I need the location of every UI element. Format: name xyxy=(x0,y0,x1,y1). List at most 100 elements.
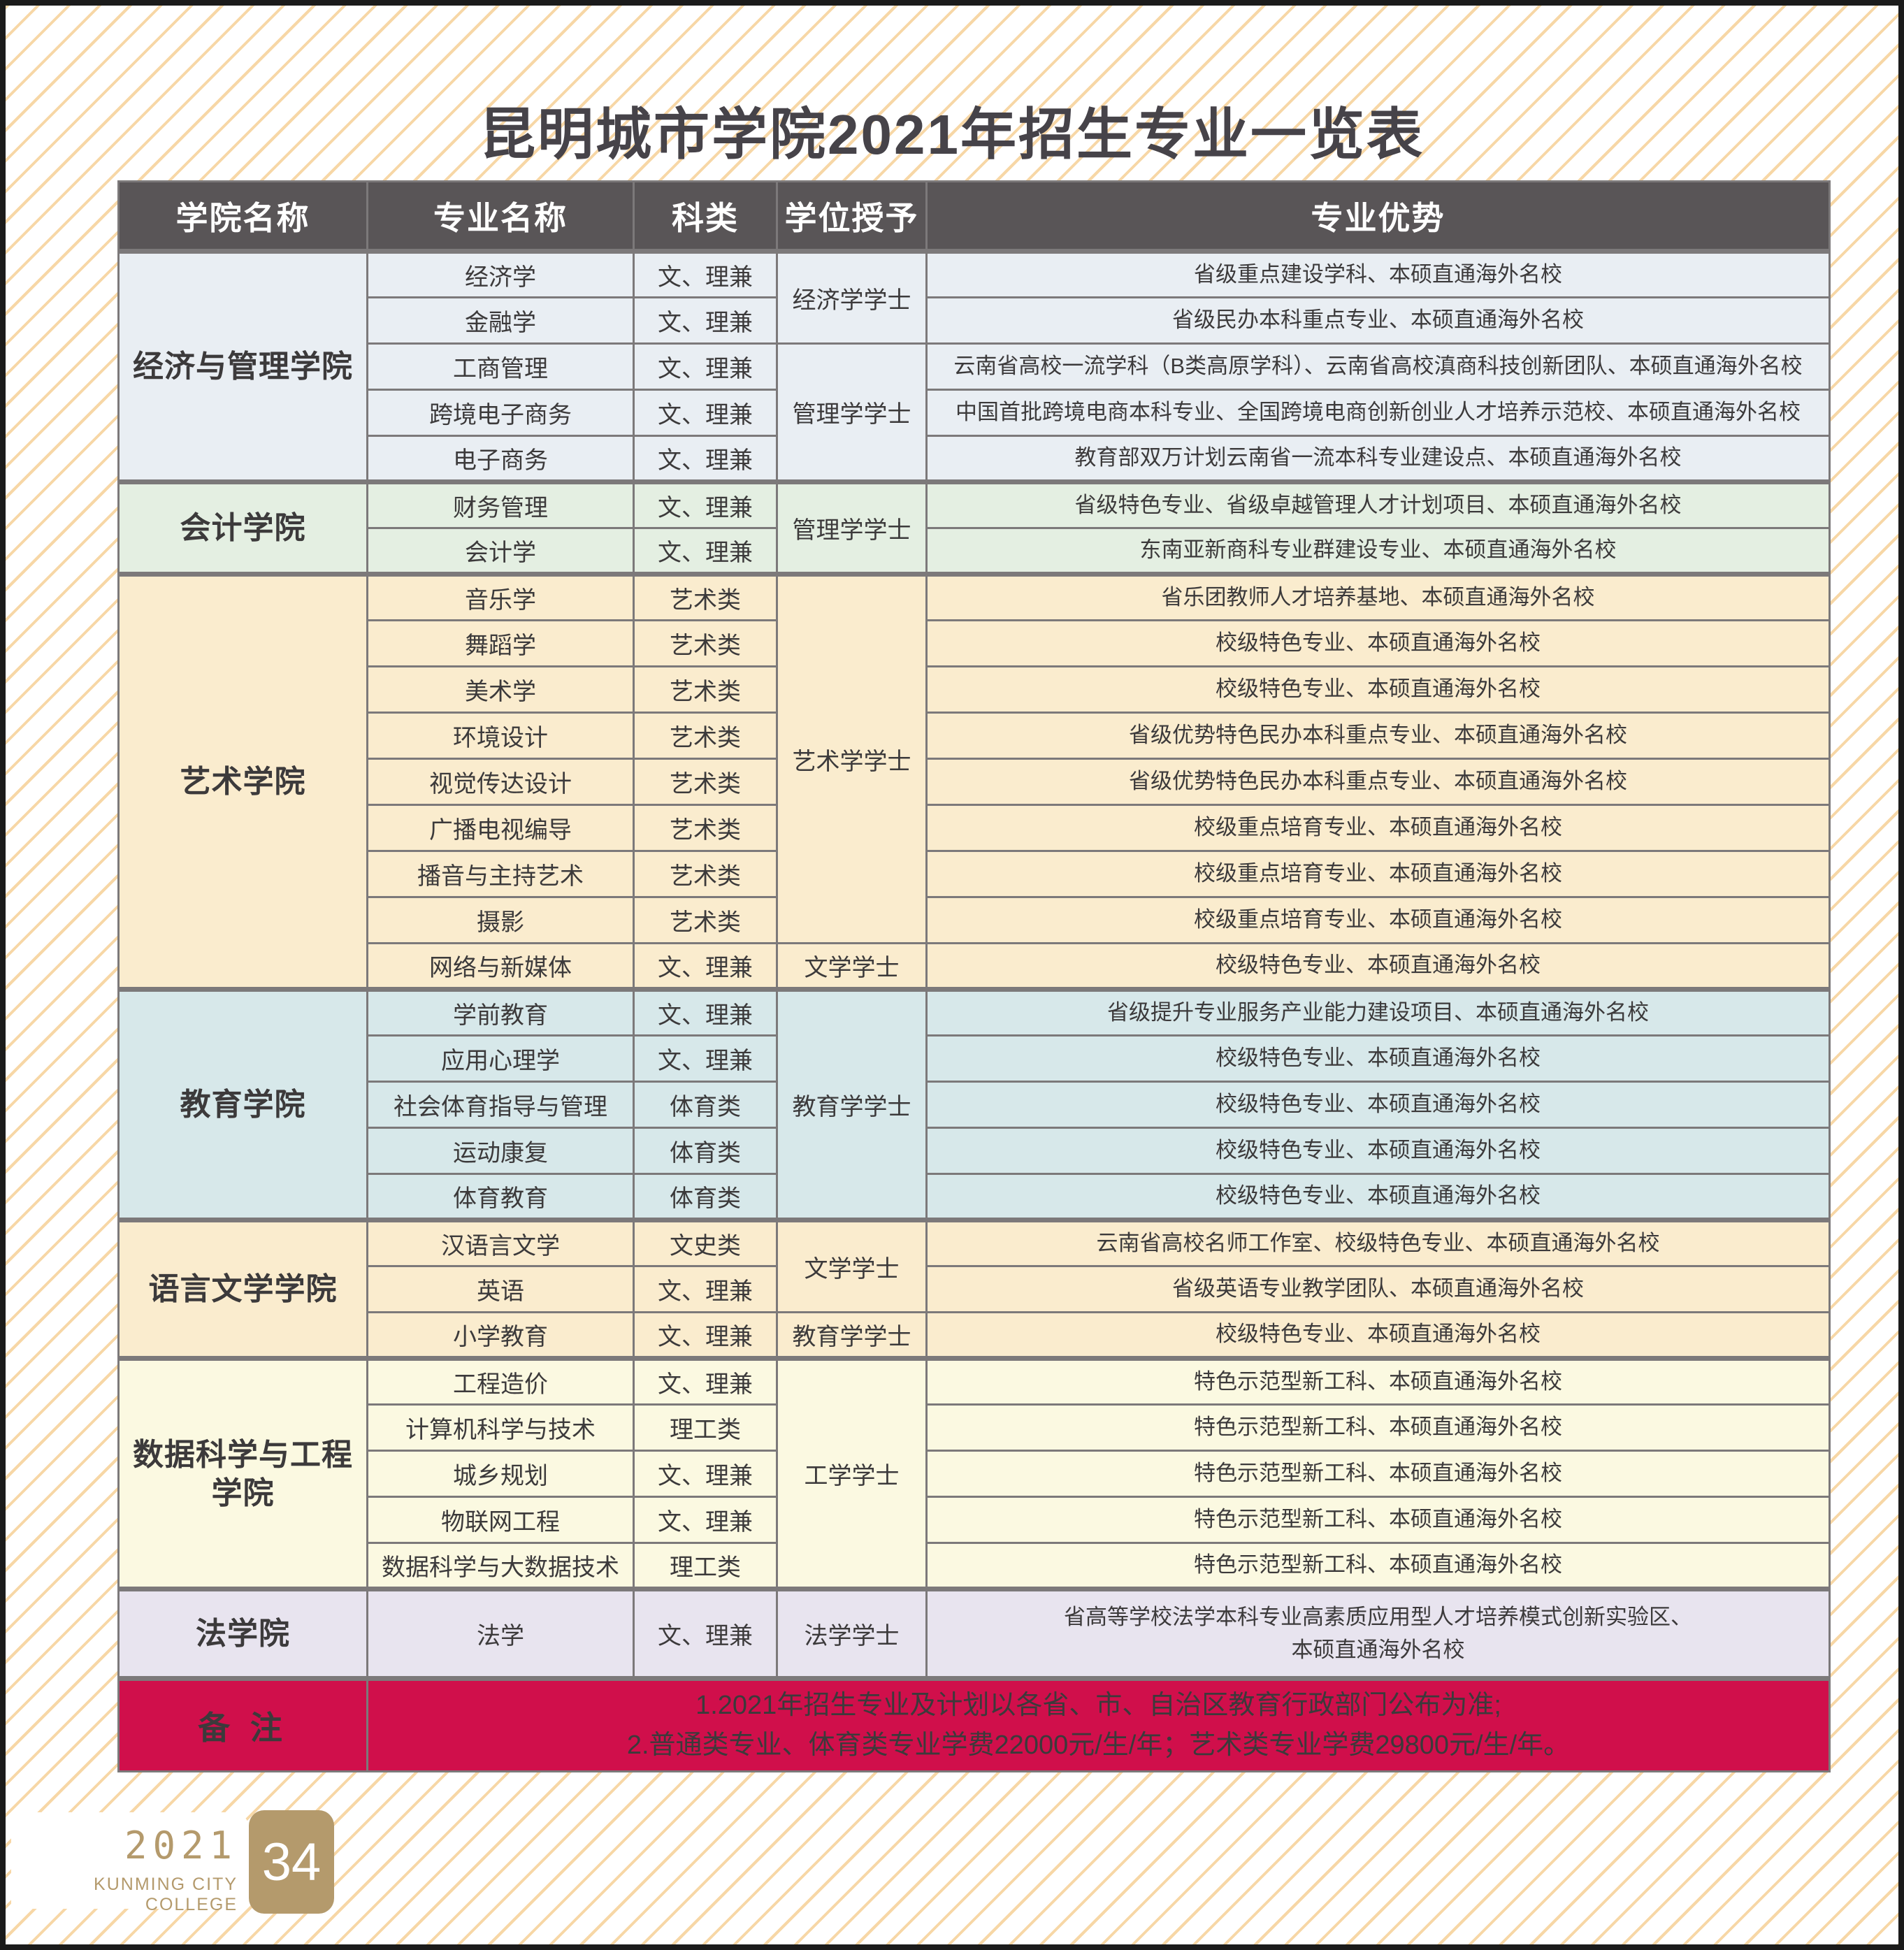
notes-line-2: 2.普通类专业、体育类专业学费22000元/生/年；艺术类专业学费29800元/… xyxy=(626,1731,1571,1760)
category-cell: 文、理兼 xyxy=(633,1311,778,1359)
category-cell: 文、理兼 xyxy=(633,527,778,575)
college-cell: 法学院 xyxy=(117,1587,368,1680)
advantage-cell: 校级特色专业、本硕直通海外名校 xyxy=(925,1311,1831,1359)
table-row: 会计学院 财务管理 文、理兼 管理学学士 省级特色专业、省级卓越管理人才计划项目、本硕直… xyxy=(117,479,1831,575)
advantage-cell: 云南省高校名师工作室、校级特色专业、本硕直通海外名校 xyxy=(925,1218,1831,1267)
major-cell: 会计学 xyxy=(366,527,635,575)
category-cell: 文、理兼 xyxy=(633,342,778,391)
degree-cell: 管理学学士 xyxy=(776,342,928,483)
advantage-cell: 特色示范型新工科、本硕直通海外名校 xyxy=(925,1496,1831,1544)
degree-cell: 文学学士 xyxy=(776,942,928,990)
table-row: 小学教育 文、理兼 教育学学士 校级特色专业、本硕直通海外名校 xyxy=(119,1311,1831,1359)
table-row: 物联网工程 文、理兼 特色示范型新工科、本硕直通海外名校 xyxy=(119,1496,1831,1544)
table-row: 语言文学学院 汉语言文学 文史类 文学学士 云南省高校名师工作室、校级特色专业、本硕直通… xyxy=(117,1218,1831,1359)
advantage-cell: 省乐团教师人才培养基地、本硕直通海外名校 xyxy=(925,572,1831,621)
category-cell: 文、理兼 xyxy=(633,1450,778,1498)
major-cell: 音乐学 xyxy=(366,572,635,621)
major-cell: 英语 xyxy=(366,1265,635,1313)
advantage-cell: 校级特色专业、本硕直通海外名校 xyxy=(925,619,1831,667)
category-cell: 文、理兼 xyxy=(633,1034,778,1083)
header-advantage: 专业优势 xyxy=(925,180,1831,252)
major-cell: 舞蹈学 xyxy=(366,619,635,667)
notes-label: 备 注 xyxy=(117,1676,368,1772)
degree-cell: 管理学学士 xyxy=(776,479,928,575)
category-cell: 文、理兼 xyxy=(633,1265,778,1313)
degree-cell: 法学学士 xyxy=(776,1587,928,1680)
category-cell: 艺术类 xyxy=(633,896,778,944)
table-row: 数据科学与工程 学院 工程造价文、理兼 工学学士 特色示范型新工科、本硕直通海外名校 xyxy=(117,1356,1831,1590)
advantage-cell: 省级优势特色民办本科重点专业、本硕直通海外名校 xyxy=(925,758,1831,806)
advantage-cell: 省级特色专业、省级卓越管理人才计划项目、本硕直通海外名校 xyxy=(925,479,1831,529)
category-cell: 艺术类 xyxy=(633,804,778,852)
major-cell: 城乡规划 xyxy=(366,1450,635,1498)
category-cell: 体育类 xyxy=(633,1127,778,1175)
advantage-cell: 省高等学校法学本科专业高素质应用型人才培养模式创新实验区、 本硕直通海外名校 xyxy=(925,1587,1831,1680)
degree-cell: 工学学士 xyxy=(776,1356,928,1590)
advantage-cell: 省级优势特色民办本科重点专业、本硕直通海外名校 xyxy=(925,712,1831,760)
advantage-cell: 特色示范型新工科、本硕直通海外名校 xyxy=(925,1403,1831,1452)
major-cell: 视觉传达设计 xyxy=(366,758,635,806)
advantage-cell: 中国首批跨境电商本科专业、全国跨境电商创新创业人才培养示范校、本硕直通海外名校 xyxy=(925,389,1831,437)
major-cell: 物联网工程 xyxy=(366,1496,635,1544)
table-row: 社会体育指导与管理 体育类 校级特色专业、本硕直通海外名校 xyxy=(119,1081,1831,1129)
advantage-cell: 特色示范型新工科、本硕直通海外名校 xyxy=(925,1356,1831,1406)
major-cell: 数据科学与大数据技术 xyxy=(366,1542,635,1590)
advantage-cell: 校级重点培育专业、本硕直通海外名校 xyxy=(925,850,1831,898)
major-cell: 工程造价 xyxy=(366,1356,635,1406)
advantage-cell: 省级民办本科重点专业、本硕直通海外名校 xyxy=(925,296,1831,345)
advantage-cell: 校级特色专业、本硕直通海外名校 xyxy=(925,1127,1831,1175)
category-cell: 文、理兼 xyxy=(633,942,778,990)
major-cell: 跨境电子商务 xyxy=(366,389,635,437)
table-row: 视觉传达设计 艺术类 省级优势特色民办本科重点专业、本硕直通海外名校 xyxy=(119,758,1831,806)
advantage-cell: 教育部双万计划云南省一流本科专业建设点、本硕直通海外名校 xyxy=(925,435,1831,483)
notes-row: 备 注 1.2021年招生专业及计划以各省、市、自治区教育行政部门公布为准; 2.普… xyxy=(117,1676,1831,1772)
table-row: 电子商务 文、理兼 教育部双万计划云南省一流本科专业建设点、本硕直通海外名校 xyxy=(119,435,1831,483)
advantage-cell: 校级重点培育专业、本硕直通海外名校 xyxy=(925,804,1831,852)
footer-page-badge: 34 xyxy=(249,1810,334,1914)
advantage-cell: 校级重点培育专业、本硕直通海外名校 xyxy=(925,896,1831,944)
category-cell: 理工类 xyxy=(633,1403,778,1452)
college-cell: 语言文学学院 xyxy=(117,1218,368,1359)
header-major: 专业名称 xyxy=(366,180,635,252)
major-cell: 学前教育 xyxy=(366,987,635,1037)
category-cell: 艺术类 xyxy=(633,619,778,667)
advantage-cell: 省级重点建设学科、本硕直通海外名校 xyxy=(925,249,1831,298)
major-cell: 工商管理 xyxy=(366,342,635,391)
table-row: 环境设计 艺术类 省级优势特色民办本科重点专业、本硕直通海外名校 xyxy=(119,712,1831,760)
major-cell: 计算机科学与技术 xyxy=(366,1403,635,1452)
table-row: 广播电视编导 艺术类 校级重点培育专业、本硕直通海外名校 xyxy=(119,804,1831,852)
category-cell: 文、理兼 xyxy=(633,479,778,529)
table-row: 美术学 艺术类 校级特色专业、本硕直通海外名校 xyxy=(119,665,1831,714)
table-row: 运动康复 体育类 校级特色专业、本硕直通海外名校 xyxy=(119,1127,1831,1175)
major-cell: 广播电视编导 xyxy=(366,804,635,852)
category-cell: 艺术类 xyxy=(633,758,778,806)
major-cell: 摄影 xyxy=(366,896,635,944)
category-cell: 文、理兼 xyxy=(633,249,778,298)
table-row: 摄影 艺术类 校级重点培育专业、本硕直通海外名校 xyxy=(119,896,1831,944)
advantage-cell: 省级提升专业服务产业能力建设项目、本硕直通海外名校 xyxy=(925,987,1831,1037)
degree-cell: 经济学学士 xyxy=(776,249,928,345)
college-cell: 会计学院 xyxy=(117,479,368,575)
category-cell: 文、理兼 xyxy=(633,296,778,345)
major-cell: 电子商务 xyxy=(366,435,635,483)
advantage-cell: 云南省高校一流学科（B类高原学科）、云南省高校滇商科技创新团队、本硕直通海外名校 xyxy=(925,342,1831,391)
major-cell: 经济学 xyxy=(366,249,635,298)
table-row: 计算机科学与技术 理工类 特色示范型新工科、本硕直通海外名校 xyxy=(119,1403,1831,1452)
major-cell: 财务管理 xyxy=(366,479,635,529)
major-cell: 环境设计 xyxy=(366,712,635,760)
table-row: 应用心理学 文、理兼 校级特色专业、本硕直通海外名校 xyxy=(119,1034,1831,1083)
table-row: 网络与新媒体 文、理兼 文学学士 校级特色专业、本硕直通海外名校 xyxy=(119,942,1831,990)
category-cell: 文、理兼 xyxy=(633,435,778,483)
advantage-cell: 校级特色专业、本硕直通海外名校 xyxy=(925,1173,1831,1221)
college-cell: 经济与管理学院 xyxy=(117,249,368,483)
major-cell: 美术学 xyxy=(366,665,635,714)
table-row: 舞蹈学 艺术类 校级特色专业、本硕直通海外名校 xyxy=(119,619,1831,667)
advantage-cell: 特色示范型新工科、本硕直通海外名校 xyxy=(925,1542,1831,1590)
major-cell: 汉语言文学 xyxy=(366,1218,635,1267)
college-cell: 数据科学与工程 学院 xyxy=(117,1356,368,1590)
category-cell: 艺术类 xyxy=(633,850,778,898)
major-cell: 网络与新媒体 xyxy=(366,942,635,990)
college-cell: 教育学院 xyxy=(117,987,368,1221)
notes-content: 1.2021年招生专业及计划以各省、市、自治区教育行政部门公布为准; 2.普通类专… xyxy=(366,1676,1831,1772)
